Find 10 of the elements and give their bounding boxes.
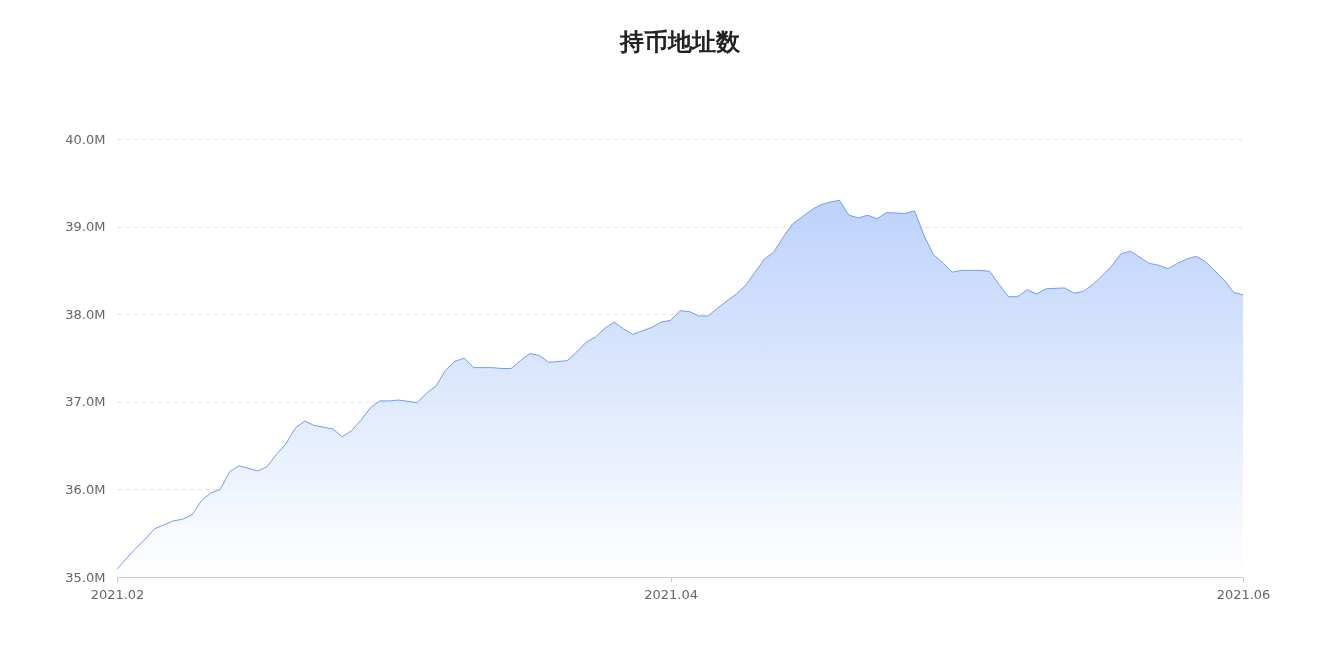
- y-tick-label: 35.0M: [65, 569, 106, 585]
- y-tick-label: 36.0M: [65, 481, 106, 497]
- x-tick-label: 2021.06: [1216, 586, 1271, 602]
- y-tick-label: 40.0M: [65, 131, 106, 147]
- y-tick-label: 37.0M: [65, 394, 106, 410]
- x-tick-label: 2021.02: [90, 586, 145, 602]
- chart-title: 持币地址数: [619, 28, 741, 56]
- y-tick-label: 39.0M: [65, 219, 106, 235]
- x-tick-label: 2021.04: [644, 586, 698, 602]
- y-tick-label: 38.0M: [65, 306, 106, 322]
